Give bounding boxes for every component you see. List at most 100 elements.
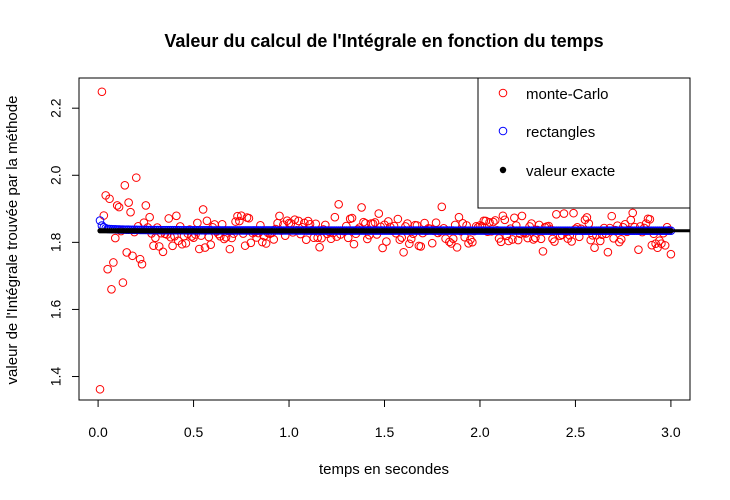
monte-carlo-point bbox=[490, 216, 500, 225]
monte-carlo-point bbox=[206, 240, 216, 249]
monte-carlo-point bbox=[311, 219, 321, 229]
monte-carlo-point bbox=[109, 258, 118, 267]
monte-carlo-point bbox=[393, 214, 403, 224]
monte-carlo-point bbox=[315, 242, 324, 252]
monte-carlo-point bbox=[517, 211, 527, 221]
monte-carlo-point bbox=[275, 211, 284, 221]
monte-carlo-point bbox=[258, 237, 267, 247]
monte-carlo-point bbox=[615, 237, 624, 247]
monte-carlo-point bbox=[370, 218, 380, 227]
legend-marker-exact bbox=[499, 166, 507, 174]
monte-carlo-point bbox=[141, 201, 151, 210]
chart-title: Valeur du calcul de l'Intégrale en fonct… bbox=[164, 31, 603, 51]
monte-carlo-point bbox=[177, 239, 187, 249]
monte-carlo-point bbox=[269, 235, 279, 244]
y-tick-label-0: 1.4 bbox=[48, 367, 64, 387]
monte-carlo-point bbox=[489, 217, 498, 227]
monte-carlo-point bbox=[460, 232, 469, 242]
monte-carlo-point bbox=[181, 238, 191, 248]
legend-box bbox=[477, 77, 691, 209]
monte-carlo-point bbox=[595, 236, 605, 246]
monte-carlo-point bbox=[194, 244, 204, 254]
monte-carlo-point bbox=[437, 202, 447, 212]
monte-carlo-point bbox=[405, 239, 414, 249]
monte-carlo-point bbox=[447, 239, 456, 248]
monte-carlo-point bbox=[326, 234, 336, 244]
monte-carlo-point bbox=[500, 215, 510, 225]
series-exact-value bbox=[97, 228, 690, 234]
monte-carlo-point bbox=[290, 215, 300, 224]
monte-carlo-point bbox=[198, 205, 208, 214]
monte-carlo-point bbox=[168, 241, 177, 251]
x-axis-label: temps en secondes bbox=[319, 461, 449, 478]
monte-carlo-point bbox=[135, 254, 145, 264]
monte-carlo-point bbox=[634, 245, 643, 254]
monte-carlo-point bbox=[107, 285, 116, 294]
legend-marker-rectangles bbox=[498, 126, 508, 136]
monte-carlo-point bbox=[347, 213, 357, 223]
monte-carlo-point bbox=[504, 236, 513, 246]
monte-carlo-point bbox=[468, 237, 477, 247]
monte-carlo-point bbox=[240, 241, 250, 250]
y-axis: 1.4 1.6 1.8 2.0 2.2 bbox=[48, 98, 79, 386]
monte-carlo-point bbox=[399, 247, 408, 257]
monte-carlo-point bbox=[645, 214, 655, 224]
monte-carlo-point bbox=[126, 207, 135, 217]
monte-carlo-point bbox=[246, 238, 256, 248]
monte-carlo-point bbox=[538, 247, 548, 256]
monte-carlo-point bbox=[586, 235, 596, 245]
y-tick-label-1: 1.6 bbox=[48, 299, 64, 319]
monte-carlo-point bbox=[124, 198, 133, 207]
monte-carlo-point bbox=[110, 233, 120, 243]
monte-carlo-point bbox=[427, 238, 437, 248]
x-tick-label-0: 0.0 bbox=[88, 424, 108, 440]
monte-carlo-point bbox=[452, 243, 462, 252]
monte-carlo-point bbox=[510, 213, 519, 223]
rectangles-point bbox=[95, 216, 105, 225]
x-tick-label-4: 2.0 bbox=[470, 424, 490, 440]
monte-carlo-point bbox=[164, 214, 174, 223]
legend: monte-Carlo rectangles valeur exacte bbox=[477, 77, 691, 209]
monte-carlo-point bbox=[666, 249, 676, 259]
monte-carlo-point bbox=[112, 201, 122, 210]
monte-carlo-point bbox=[485, 217, 494, 227]
monte-carlo-point bbox=[131, 173, 141, 182]
monte-carlo-point bbox=[118, 278, 128, 287]
monte-carlo-point bbox=[128, 251, 137, 261]
monte-carlo-point bbox=[225, 244, 235, 254]
monte-carlo-point bbox=[233, 211, 242, 221]
monte-carlo-point bbox=[498, 211, 508, 221]
monte-carlo-point bbox=[236, 211, 246, 221]
monte-carlo-point bbox=[172, 211, 181, 221]
legend-label-rectangles: rectangles bbox=[526, 124, 595, 141]
monte-carlo-point bbox=[603, 247, 613, 257]
monte-carlo-point bbox=[114, 202, 124, 212]
monte-carlo-point bbox=[647, 240, 657, 250]
legend-marker-monte-carlo bbox=[498, 88, 508, 98]
monte-carlo-point bbox=[305, 219, 315, 229]
monte-carlo-point bbox=[395, 235, 405, 244]
monte-carlo-point bbox=[158, 247, 168, 257]
monte-carlo-point bbox=[235, 216, 244, 226]
monte-carlo-point bbox=[508, 235, 517, 244]
monte-carlo-point bbox=[559, 209, 569, 218]
monte-carlo-point bbox=[374, 209, 384, 218]
monte-carlo-point bbox=[202, 216, 212, 226]
monte-carlo-point bbox=[466, 235, 475, 244]
monte-carlo-point bbox=[294, 216, 303, 226]
monte-carlo-point bbox=[536, 234, 546, 244]
y-tick-label-2: 1.8 bbox=[48, 232, 64, 252]
monte-carlo-point bbox=[217, 220, 227, 229]
monte-carlo-point bbox=[261, 239, 271, 248]
monte-carlo-point bbox=[454, 212, 464, 222]
x-tick-label-6: 3.0 bbox=[661, 424, 681, 440]
monte-carlo-point bbox=[590, 243, 599, 253]
monte-carlo-point bbox=[95, 384, 105, 394]
monte-carlo-point bbox=[569, 208, 578, 218]
plot-data bbox=[95, 87, 690, 394]
x-tick-label-3: 1.5 bbox=[375, 424, 395, 440]
monte-carlo-point bbox=[657, 239, 666, 248]
x-tick-label-2: 1.0 bbox=[279, 424, 299, 440]
y-tick-label-4: 2.2 bbox=[48, 98, 64, 118]
